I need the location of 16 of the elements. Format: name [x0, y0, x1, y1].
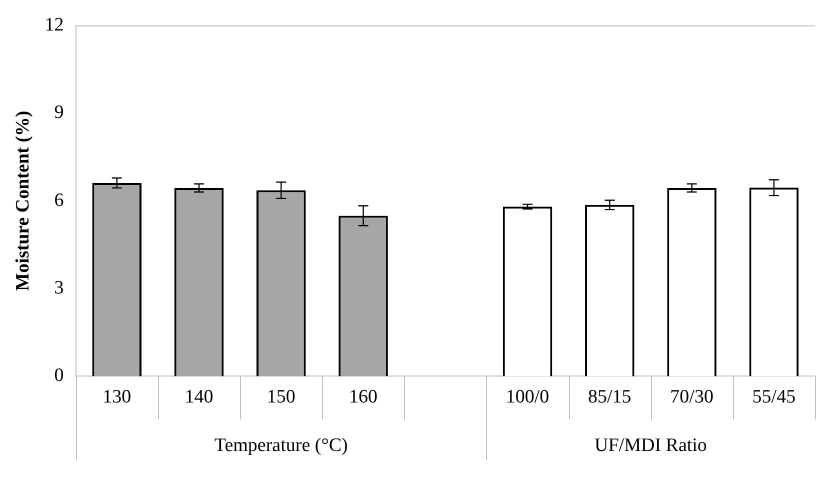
y-tick-label: 6: [54, 190, 64, 211]
y-tick-label: 9: [54, 102, 64, 124]
x-tick-label: 140: [184, 386, 214, 408]
x-tick-label: 85/15: [588, 386, 632, 408]
text: Temperature (°C): [214, 435, 348, 456]
x-tick-label: 100/0: [506, 386, 550, 408]
x-tick-label: 150: [266, 386, 296, 408]
x-tick-label: 70/30: [670, 386, 714, 408]
x-tick-label: 160: [349, 386, 378, 408]
x-tick-label: 55/45: [752, 386, 796, 408]
y-tick-label: 0: [54, 365, 64, 386]
x-tick-label: 130: [102, 386, 132, 408]
y-tick-label: 3: [54, 277, 64, 298]
y-axis-title: Moisture Content (%): [12, 110, 34, 291]
y-tick-label: 12: [44, 14, 64, 36]
text: UF/MDI Ratio: [594, 435, 707, 456]
